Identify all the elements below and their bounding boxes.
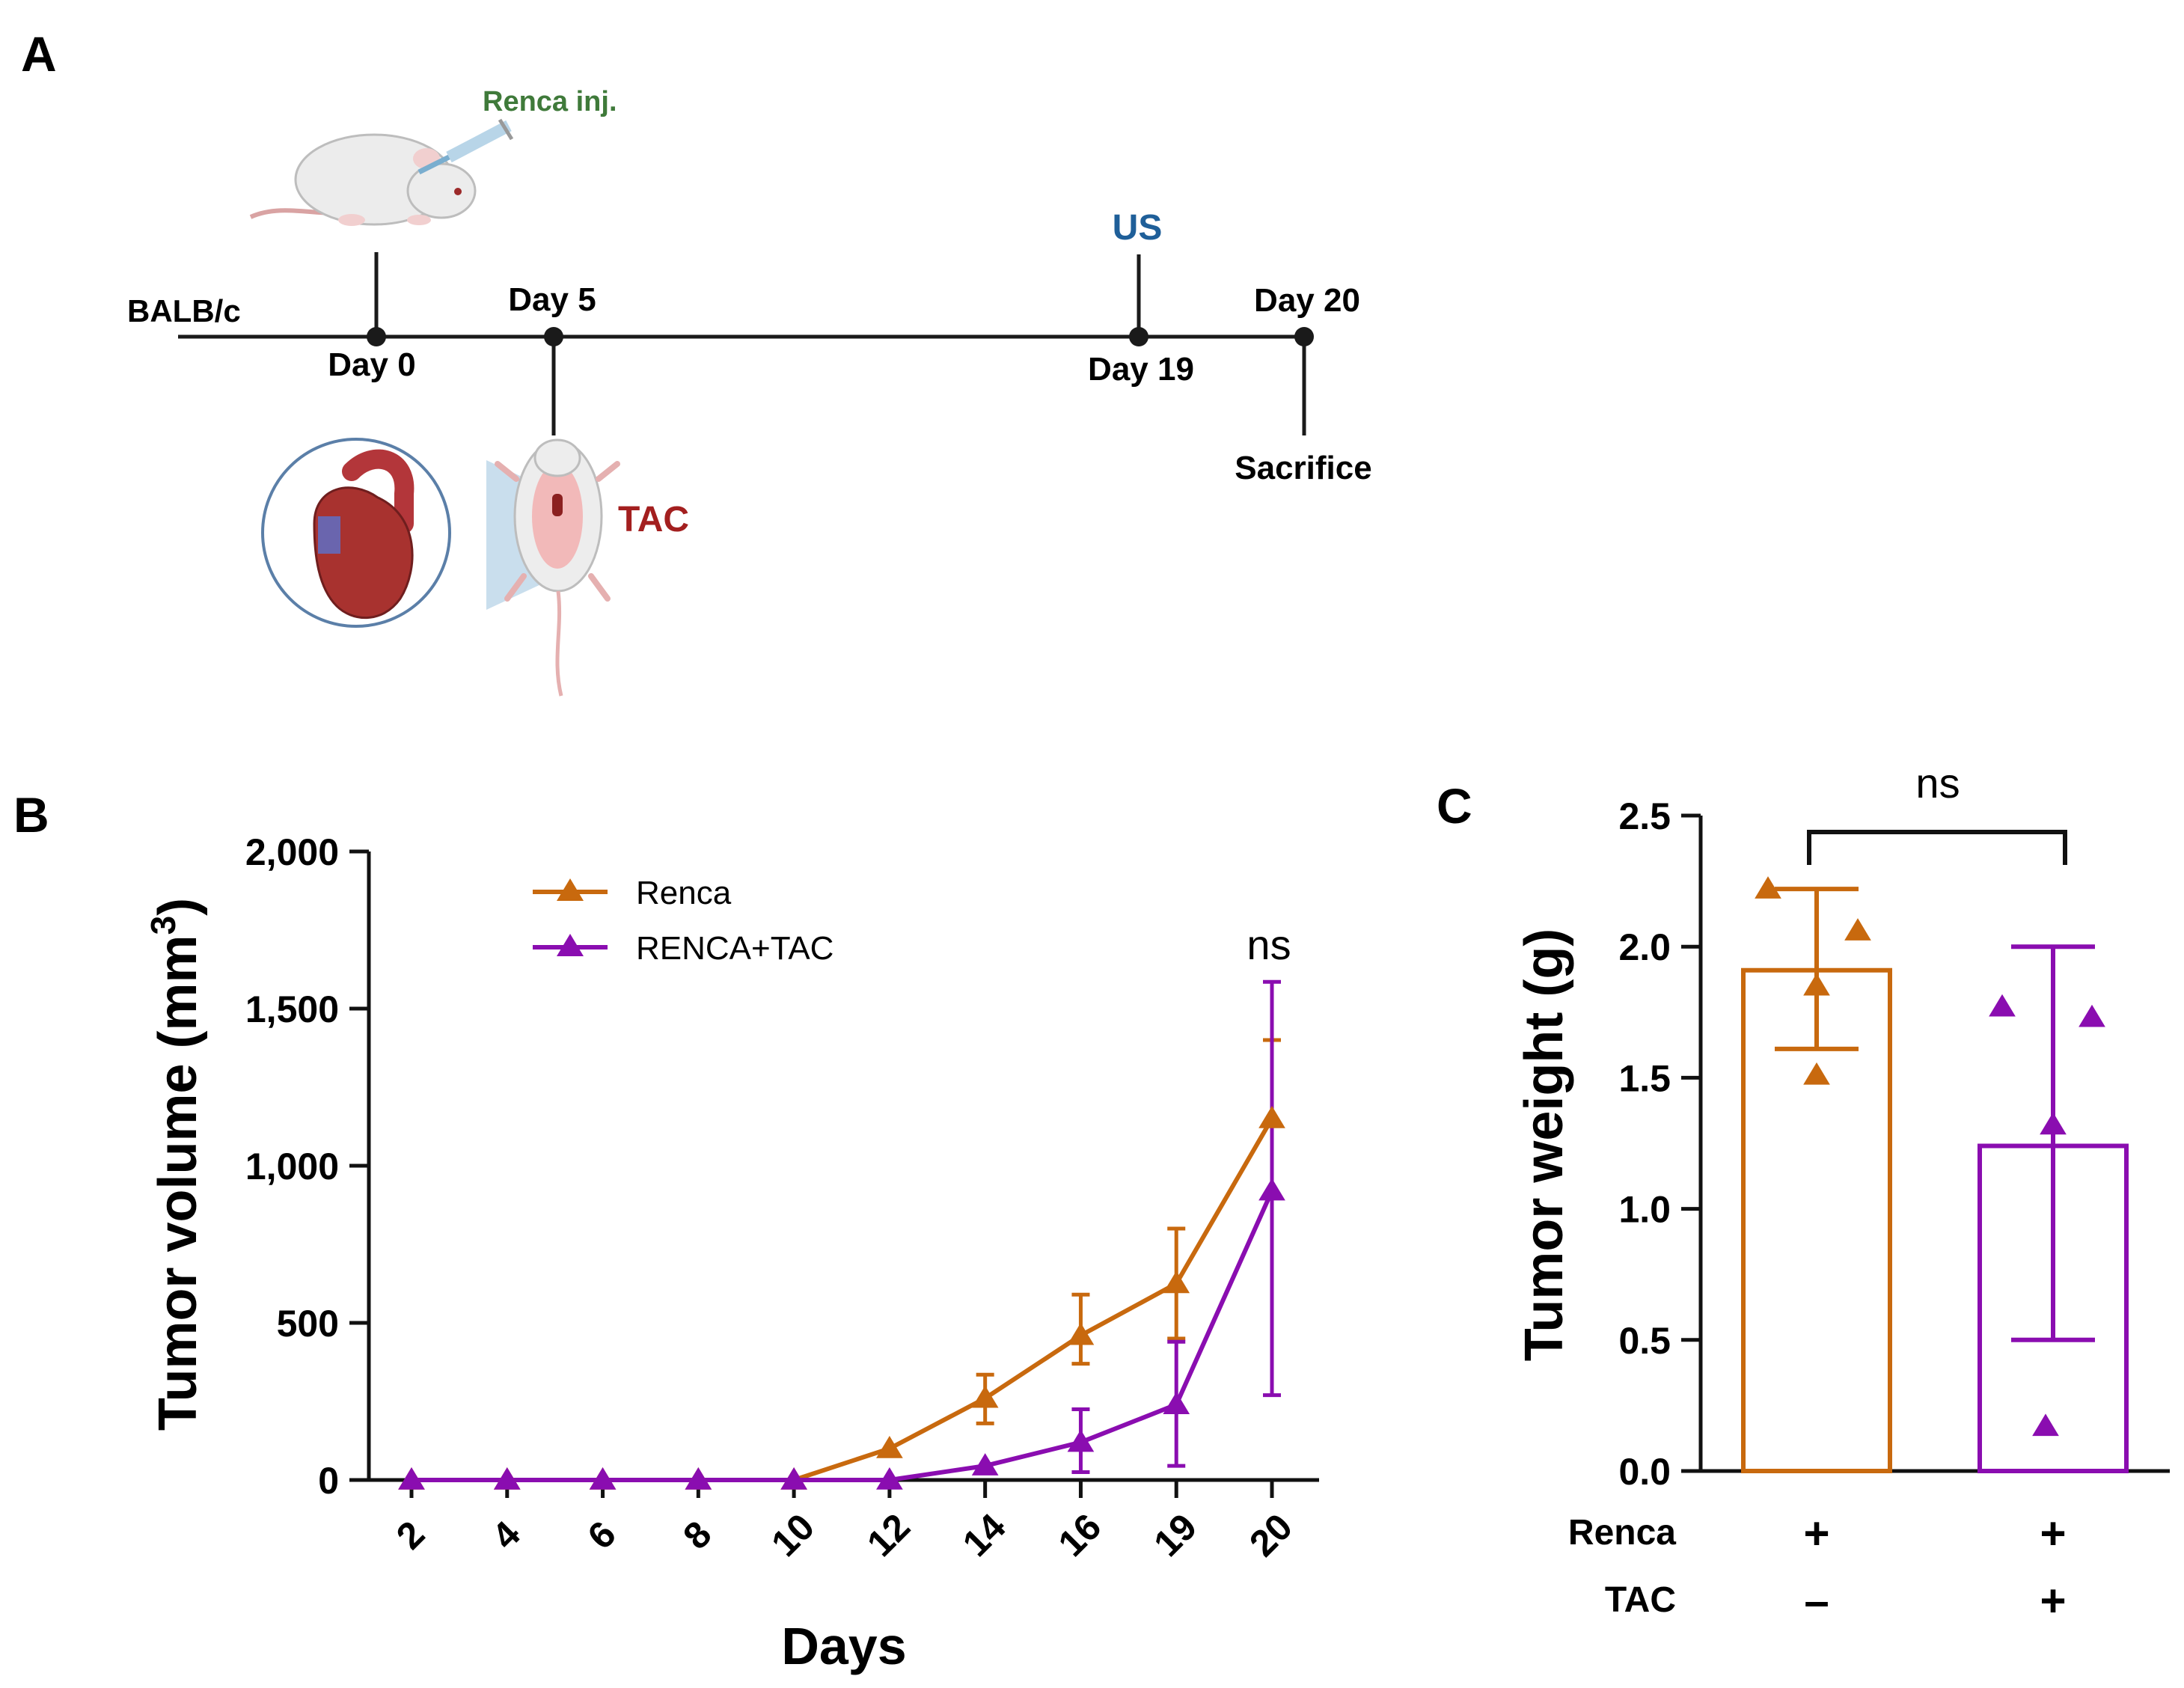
chart-b-x-tick-label: 16: [1050, 1505, 1110, 1565]
significance-bracket: [1807, 830, 2067, 865]
legend-label-renca: Renca: [636, 875, 732, 911]
chart-c-y-label: Tumor weight (g): [1514, 929, 1574, 1362]
chart-c-y-tick-label: 2.5: [1618, 795, 1671, 837]
bar-point-0: [1803, 1062, 1830, 1085]
chart-b-x-tick-label: 4: [484, 1513, 528, 1557]
data-point-1: [1067, 1429, 1095, 1452]
tac-label: TAC: [618, 500, 689, 539]
chart-c-ns-annotation: ns: [1915, 759, 1960, 807]
condition-mark: +: [1803, 1508, 1829, 1559]
legend-label-tac: RENCA+TAC: [636, 930, 833, 967]
panel-label-c: C: [1437, 778, 1472, 834]
chart-b-x-tick-label: 14: [955, 1505, 1014, 1565]
day19-label: Day 19: [1088, 351, 1194, 388]
chart-b-x-tick-label: 8: [675, 1513, 719, 1557]
chart-b-y-tick-label: 0: [318, 1460, 339, 1502]
chart-b-x-tick-label: 2: [388, 1513, 432, 1557]
day20-label: Day 20: [1254, 282, 1360, 319]
data-point-0: [1163, 1270, 1190, 1294]
legend-marker-renca: [557, 878, 584, 901]
condition-mark: +: [2040, 1576, 2066, 1626]
series-line-1: [412, 1190, 1274, 1482]
data-point-1: [493, 1467, 521, 1490]
day5-label: Day 5: [508, 281, 596, 318]
timeline-axis: [178, 252, 1306, 435]
chart-c-y-tick-label: 1.0: [1618, 1189, 1671, 1231]
sacrifice-label: Sacrifice: [1235, 450, 1371, 486]
chart-b-x-tick-label: 20: [1241, 1505, 1300, 1565]
data-point-1: [1258, 1178, 1285, 1201]
chart-b-ns-annotation: ns: [1247, 921, 1291, 968]
us-label: US: [1113, 208, 1163, 248]
chart-b-x-tick-label: 6: [580, 1513, 624, 1557]
bar-point-1: [2079, 1004, 2105, 1027]
data-point-1: [589, 1467, 617, 1490]
panel-label-b: B: [13, 787, 49, 843]
condition-row-label: Renca: [1568, 1513, 1676, 1553]
chart-c-y-tick-label: 0.5: [1618, 1320, 1671, 1362]
tumor-volume-chart: 0 500 1,000 1,500 2,000 2 4 6 8 10 12 14 16 19 20 Ren…: [144, 831, 1319, 1675]
chart-c-y-tick-label: 2.0: [1618, 926, 1671, 968]
strain-label: BALB/c: [127, 293, 241, 328]
data-point-1: [876, 1467, 903, 1490]
bar-point-0: [1803, 973, 1830, 996]
timeline-dot-day20: [1294, 327, 1314, 346]
chart-b-y-tick-label: 1,000: [245, 1146, 339, 1187]
bar-point-1: [1989, 994, 2016, 1017]
bar-point-1: [2040, 1112, 2067, 1135]
data-point-1: [685, 1467, 712, 1490]
mouse-injection-icon: [249, 118, 514, 226]
bar-point-0: [1755, 876, 1781, 899]
data-point-1: [1163, 1392, 1190, 1414]
panel-label-a: A: [21, 26, 57, 82]
data-point-1: [398, 1467, 425, 1490]
chart-b-x-tick-label: 19: [1145, 1505, 1205, 1565]
series-line-0: [412, 1117, 1274, 1482]
data-point-1: [780, 1467, 807, 1490]
day0-label: Day 0: [328, 346, 415, 383]
chart-b-y-tick-label: 1,500: [245, 988, 339, 1030]
data-point-0: [1067, 1322, 1095, 1345]
timeline-dot-day19: [1129, 327, 1148, 346]
condition-mark: –: [1804, 1576, 1829, 1626]
bar-point-1: [2032, 1413, 2059, 1437]
data-point-0: [876, 1436, 903, 1458]
condition-row-label: TAC: [1605, 1580, 1676, 1620]
chart-b-x-label: Days: [781, 1617, 906, 1675]
chart-c-y-tick-label: 0.0: [1618, 1451, 1671, 1493]
timeline-dot-day0: [367, 327, 386, 346]
injection-label: Renca inj.: [483, 86, 617, 117]
heart-tac-icon: [261, 438, 620, 697]
legend-marker-tac: [557, 934, 584, 956]
tumor-weight-chart: 0.0 0.5 1.0 1.5 2.0 2.5 ns Tumor weight (g) R…: [1514, 759, 2170, 1626]
timeline-dot-day5: [544, 327, 563, 346]
data-point-0: [1258, 1106, 1285, 1128]
chart-b-y-tick-label: 2,000: [245, 831, 339, 873]
chart-b-y-tick-label: 500: [277, 1303, 339, 1345]
chart-b-x-tick-label: 12: [859, 1505, 918, 1565]
chart-b-y-label: Tumor volume (mm3): [144, 898, 208, 1431]
chart-b-x-tick-label: 10: [763, 1505, 822, 1565]
bar-point-0: [1844, 918, 1871, 941]
data-point-1: [971, 1453, 999, 1476]
chart-c-y-tick-label: 1.5: [1618, 1057, 1671, 1099]
condition-mark: +: [2040, 1508, 2066, 1559]
data-point-0: [971, 1385, 999, 1408]
